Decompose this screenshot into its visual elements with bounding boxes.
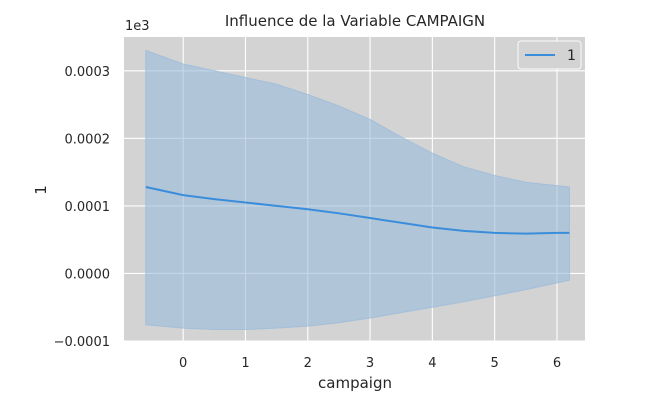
legend: 1 <box>517 40 582 70</box>
y-tick-label: 0.0003 <box>65 65 111 80</box>
x-tick-label: 4 <box>428 356 436 371</box>
y-tick-label: 0.0001 <box>65 200 111 215</box>
y-tick-label: 0.0002 <box>65 132 111 147</box>
x-tick-label: 1 <box>241 356 249 371</box>
series-line <box>145 185 570 235</box>
x-tick-label: 2 <box>304 356 312 371</box>
legend-label: 1 <box>567 48 576 64</box>
x-tick-label: 0 <box>179 356 187 371</box>
chart-title: Influence de la Variable CAMPAIGN <box>225 12 485 30</box>
x-tick-label: 5 <box>491 356 499 371</box>
y-tick-label: 0.0000 <box>65 267 111 282</box>
x-tick-label: 3 <box>366 356 374 371</box>
line-layer <box>145 185 570 235</box>
y-tick-label: −0.0001 <box>54 335 110 350</box>
y-axis-label: 1 <box>32 185 50 195</box>
y-offset-label: 1e3 <box>125 19 150 34</box>
x-axis-label: campaign <box>318 374 392 392</box>
confidence-band <box>145 49 570 331</box>
confidence-band-layer <box>145 49 570 331</box>
x-tick-label: 6 <box>553 356 561 371</box>
axis-layer: 0 1 2 3 4 5 6 −0.0001 0.0000 0.0001 0.0002 0.0003 <box>54 65 561 371</box>
